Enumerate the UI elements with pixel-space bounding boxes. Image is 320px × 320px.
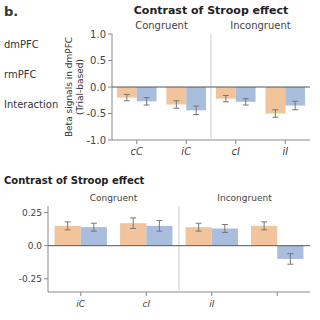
x-tick-label: iC — [181, 146, 191, 157]
x-tick — [146, 292, 147, 296]
x-tick-label: iI — [282, 146, 288, 157]
region-label: rmPFC — [4, 69, 36, 80]
chart: Contrast of Stroop effect Beta signals in… — [64, 4, 310, 157]
error-bar — [173, 101, 179, 108]
y-tick — [44, 212, 48, 213]
group-label: Incongruent — [217, 193, 272, 203]
error-bar — [196, 223, 202, 231]
y-tick-label: 0.0 — [28, 241, 43, 251]
y-tick — [108, 87, 112, 88]
error-bar — [287, 254, 293, 265]
error-bar — [124, 94, 130, 100]
error-bar — [193, 106, 199, 114]
group-label: Incongruent — [230, 20, 291, 31]
region-label: Interaction — [4, 99, 58, 110]
error-bar — [272, 110, 278, 117]
figure: b. dmPFC rmPFC Interaction Contrast of Stroo… — [0, 0, 320, 320]
group-label: Congruent — [135, 20, 188, 31]
y-tick-label: -0.5 — [86, 108, 106, 119]
group-label: Congruent — [90, 193, 138, 203]
panel-label: b. — [4, 4, 18, 19]
x-tick-label: iI — [209, 299, 215, 309]
error-bar — [156, 221, 162, 232]
x-tick — [277, 292, 278, 296]
x-tick — [136, 140, 137, 144]
zero-line — [112, 87, 310, 88]
y-tick-label: -1.0 — [86, 135, 106, 146]
group-separator — [179, 206, 180, 292]
chart-title: Contrast of Stroop effect — [134, 4, 288, 17]
error-bar — [292, 101, 298, 109]
x-tick — [186, 140, 187, 144]
y-tick-label: 0.0 — [90, 82, 106, 93]
error-bar — [223, 95, 229, 101]
error-bar — [130, 218, 136, 229]
x-tick — [80, 292, 81, 296]
x-tick-label: cI — [232, 146, 240, 157]
x-tick — [211, 292, 212, 296]
y-tick-label: 0.5 — [90, 55, 106, 66]
x-tick-label: cI — [142, 299, 150, 309]
y-tick — [44, 245, 48, 246]
error-bar — [144, 98, 150, 105]
error-bar — [91, 223, 97, 231]
y-axis-label: Beta signals in dmPFC(Trial-based) — [64, 37, 85, 137]
error-bar — [222, 225, 228, 233]
y-axis-line — [48, 206, 49, 292]
y-axis-label-line: Beta signals in dmPFC — [64, 37, 74, 137]
y-tick-label: 1.0 — [90, 29, 106, 40]
y-tick — [108, 60, 112, 61]
error-bar — [261, 222, 267, 230]
plot-area — [48, 218, 310, 264]
y-tick-label: 0.25 — [22, 208, 42, 218]
y-tick-label: -0.25 — [19, 274, 42, 284]
x-tick — [235, 140, 236, 144]
y-tick — [108, 113, 112, 114]
y-tick — [108, 34, 112, 35]
chart-title: Contrast of Stroop effect — [4, 175, 145, 186]
y-axis-label-line: (Trial-based) — [75, 59, 85, 115]
error-bar — [65, 222, 71, 230]
y-tick — [44, 278, 48, 279]
zero-line — [48, 245, 310, 246]
region-label: dmPFC — [4, 39, 39, 50]
x-tick-label: iC — [76, 299, 86, 309]
x-tick — [285, 140, 286, 144]
x-tick-label: cC — [131, 146, 143, 157]
error-bar — [243, 99, 249, 105]
chart: Contrast of Stroop effect -0.25 0.0 0.25 Con… — [4, 175, 310, 309]
plot-area — [112, 87, 310, 117]
y-tick — [108, 140, 112, 141]
